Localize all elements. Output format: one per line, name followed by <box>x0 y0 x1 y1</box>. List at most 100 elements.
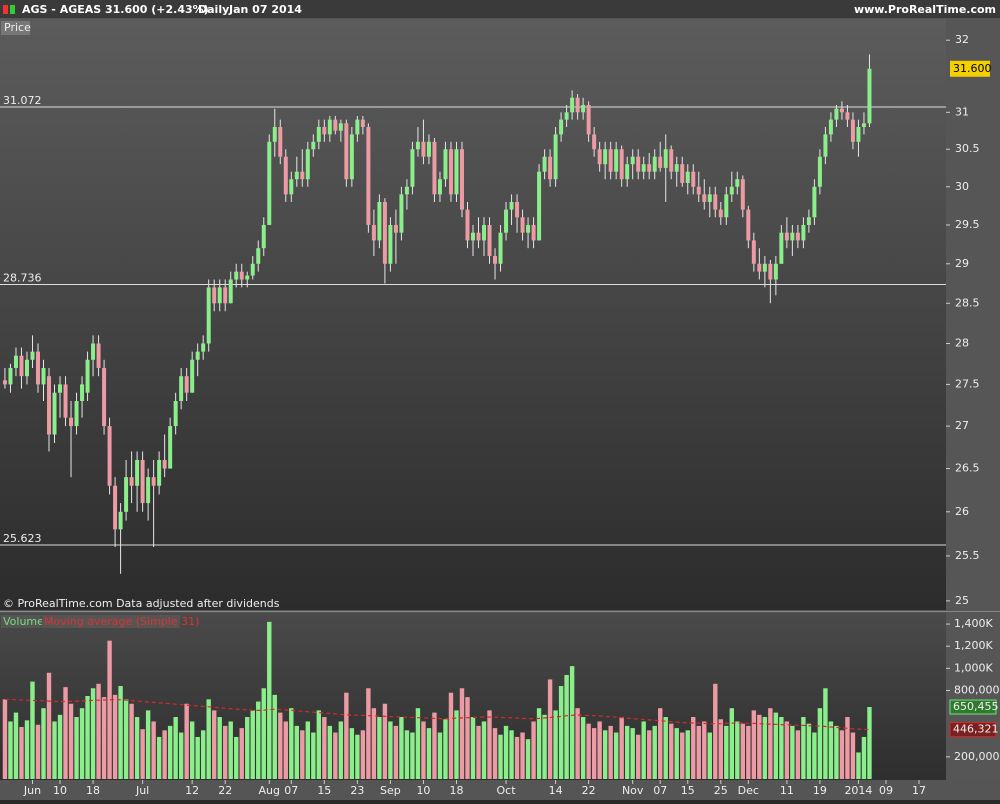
volume-bar <box>178 732 184 779</box>
level-label: 31.072 <box>3 94 42 107</box>
candle-body <box>757 263 762 272</box>
volume-bar <box>305 721 311 779</box>
volume-bar <box>366 688 371 779</box>
x-tick-label: 07 <box>653 784 667 797</box>
candle-body <box>817 156 822 187</box>
volume-bar <box>327 725 333 779</box>
volume-bar <box>156 736 162 779</box>
candle-body <box>619 149 624 180</box>
level-label: 28.736 <box>3 272 42 285</box>
candle-body <box>327 119 332 135</box>
candle-body <box>861 123 866 128</box>
date: Jan 07 2014 <box>228 3 302 16</box>
candle-body <box>96 343 101 368</box>
candle-body <box>515 201 520 218</box>
candle-body <box>289 179 294 195</box>
candle-body <box>107 426 112 486</box>
volume-bar <box>443 719 448 779</box>
candle-body <box>146 477 151 504</box>
x-tick-label: 25 <box>714 784 728 797</box>
volume-bar <box>184 703 189 779</box>
candle-body <box>850 119 855 142</box>
site: www.ProRealTime.com <box>854 3 996 16</box>
volume-bar <box>520 732 525 779</box>
candle-body <box>47 376 52 435</box>
volume-bar <box>211 710 217 779</box>
volume-bar <box>547 679 553 779</box>
volume-bar <box>608 725 613 779</box>
volume-bar <box>134 717 140 779</box>
candle-body <box>80 384 85 401</box>
candle-body <box>751 240 756 264</box>
candle-body <box>300 171 305 180</box>
volume-bar <box>404 730 410 779</box>
volume-bar <box>591 728 597 779</box>
candle-body <box>393 224 398 233</box>
candle-body <box>338 123 343 131</box>
volume-bar <box>718 719 723 779</box>
y-tick-label: 28 <box>955 336 969 349</box>
candle-body <box>669 149 674 172</box>
volume-bar <box>779 717 784 779</box>
candle-body <box>426 141 431 157</box>
volume-bar <box>107 640 112 779</box>
volume-bar <box>553 710 558 779</box>
volume-bar <box>658 708 663 779</box>
volume-bar <box>790 725 795 779</box>
x-tick-label: 22 <box>218 784 232 797</box>
candle-body <box>702 194 707 202</box>
volume-bar <box>459 688 465 779</box>
x-tick-label: Jun <box>23 784 41 797</box>
x-tick-label: 2014 <box>844 784 872 797</box>
y-tick-label: 29 <box>955 257 969 270</box>
x-tick-label: 11 <box>780 784 794 797</box>
candle-body <box>520 217 525 233</box>
candle-body <box>724 194 729 218</box>
volume-bar <box>283 721 288 779</box>
volume-bar <box>635 734 641 779</box>
last-price-label: 31.600 <box>953 62 992 75</box>
volume-bar <box>151 721 156 779</box>
x-tick-label: 12 <box>185 784 199 797</box>
candle-body <box>113 485 118 530</box>
candle-body <box>471 232 475 241</box>
x-tick-label: Aug <box>259 784 280 797</box>
volume-bar <box>768 708 773 779</box>
candle-body <box>779 232 784 264</box>
candle-body <box>647 164 652 172</box>
volume-bar <box>817 708 823 779</box>
candle-body <box>487 224 492 256</box>
volume-bar <box>784 721 790 779</box>
volume-bar <box>834 725 839 779</box>
x-tick-label: 15 <box>317 784 331 797</box>
volume-bar <box>536 708 542 779</box>
candle-body <box>784 232 789 241</box>
volume-bar <box>602 730 608 779</box>
candle-body <box>614 149 619 172</box>
y-tick-label: 28.5 <box>955 296 980 309</box>
candle-body <box>432 141 437 195</box>
candle-body <box>713 194 718 210</box>
volume-bar <box>2 699 8 779</box>
y-tick-label: 30.5 <box>955 142 980 155</box>
candle-body <box>157 459 162 486</box>
volume-bar <box>112 694 118 779</box>
candle-body <box>658 156 663 168</box>
note: © ProRealTime.com Data adjusted after di… <box>3 597 280 610</box>
volume-bar <box>421 721 426 779</box>
candle-body <box>608 149 613 172</box>
volume-bar <box>410 732 415 779</box>
volume-bar <box>8 721 13 779</box>
x-tick-label: 19 <box>813 784 827 797</box>
quote: 31.600 (+2.43%) <box>105 3 209 16</box>
candle-body <box>223 287 228 304</box>
y-tick-label: 31 <box>955 105 969 118</box>
candle-body <box>404 186 409 195</box>
volume-bar <box>647 730 652 779</box>
candle-body <box>531 224 536 241</box>
candle-body <box>845 112 850 120</box>
volume-bar <box>35 724 41 779</box>
volume-bar <box>751 710 757 779</box>
x-tick-label: 17 <box>912 784 926 797</box>
volume-bar <box>46 672 52 779</box>
